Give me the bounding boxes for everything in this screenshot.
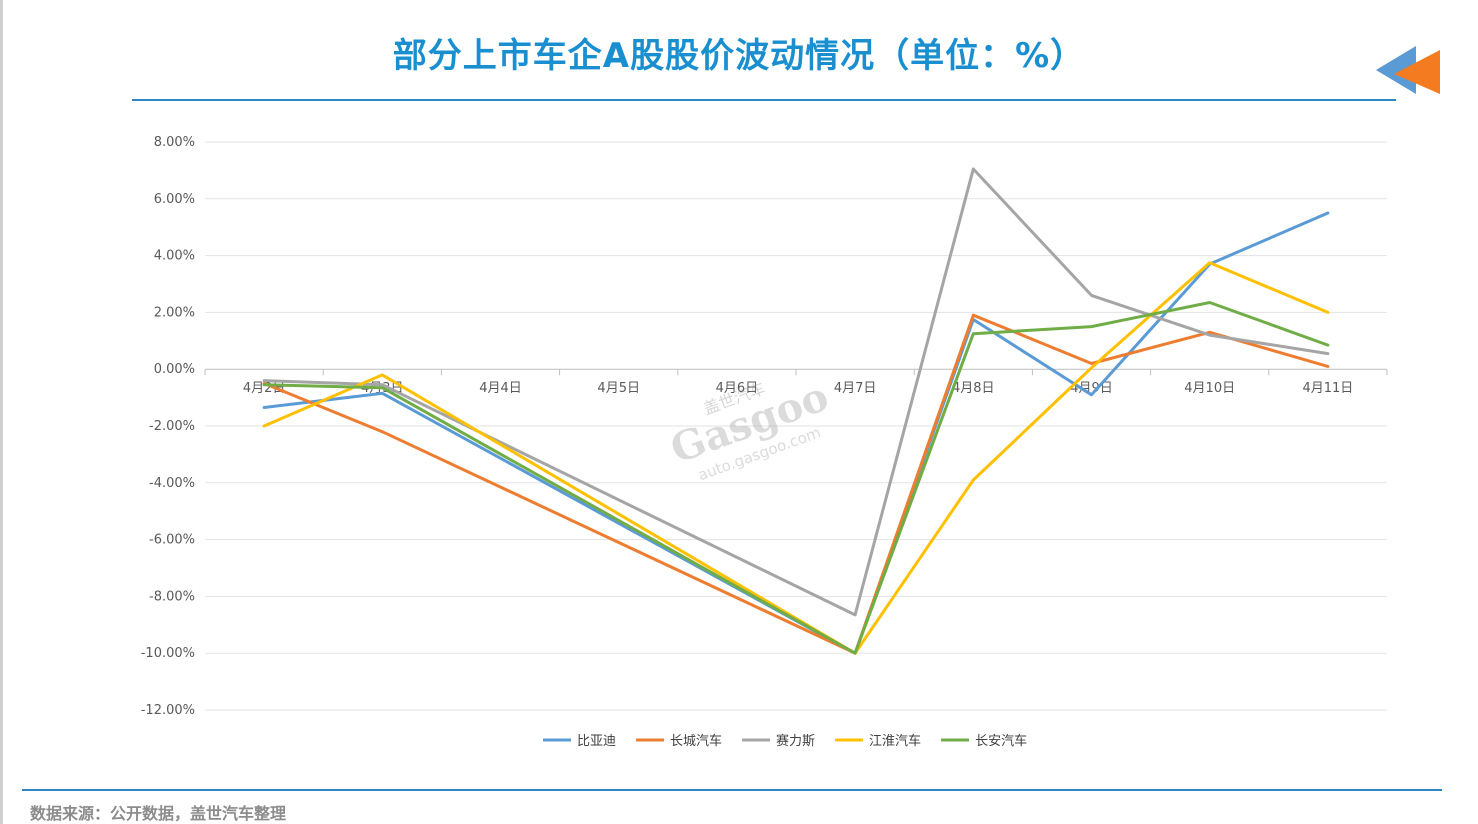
- arrow-blue-shape: [1376, 46, 1416, 94]
- y-tick-label: 6.00%: [154, 192, 195, 207]
- x-tick-label: 4月10日: [1184, 381, 1235, 396]
- y-tick-label: -2.00%: [149, 419, 195, 434]
- series-line: [262, 261, 1330, 655]
- left-edge-border: [0, 0, 3, 824]
- corner-arrow-icon: [1376, 46, 1440, 94]
- legend-label: 赛力斯: [776, 733, 815, 749]
- series-line: [262, 301, 1330, 655]
- y-tick-label: -12.00%: [141, 703, 195, 718]
- y-tick-label: 8.00%: [154, 135, 195, 150]
- arrow-orange-shape: [1394, 50, 1440, 94]
- y-axis-ticks: 8.00% 6.00% 4.00% 2.00% 0.00% -2.00% -4.00% -6.…: [141, 135, 195, 718]
- y-tick-label: 0.00%: [154, 362, 195, 377]
- y-tick-label: 2.00%: [154, 305, 195, 320]
- y-tick-label: -6.00%: [149, 533, 195, 548]
- y-tick-label: -10.00%: [141, 646, 195, 661]
- legend-label: 长安汽车: [975, 733, 1027, 749]
- x-tick-label: 4月4日: [479, 381, 522, 396]
- y-tick-label: 4.00%: [154, 249, 195, 264]
- page-title: 部分上市车企A股股价波动情况（单位：%）: [392, 36, 1086, 76]
- x-tick-label: 4月7日: [834, 381, 877, 396]
- y-tick-label: -4.00%: [149, 476, 195, 491]
- series-layer: [262, 167, 1330, 655]
- footer-divider: [22, 789, 1442, 791]
- source-note: 数据来源：公开数据，盖世汽车整理: [30, 804, 287, 823]
- watermark-logo: 盖世汽车 Gasgoo auto.gasgoo.com: [664, 373, 834, 480]
- x-tick-label: 4月11日: [1302, 381, 1353, 396]
- y-tick-label: -8.00%: [149, 589, 195, 604]
- legend: 比亚迪 长城汽车 赛力斯 江淮汽车 长安汽车: [543, 733, 1027, 749]
- legend-label: 比亚迪: [577, 734, 616, 749]
- series-line: [262, 167, 1330, 617]
- x-tick-label: 4月5日: [597, 381, 640, 396]
- series-line: [262, 313, 1330, 655]
- legend-label: 长城汽车: [670, 733, 722, 749]
- x-tick-label: 4月6日: [716, 381, 759, 396]
- legend-label: 江淮汽车: [869, 733, 921, 749]
- x-tick-label: 4月8日: [952, 381, 995, 396]
- title-divider: [132, 99, 1396, 101]
